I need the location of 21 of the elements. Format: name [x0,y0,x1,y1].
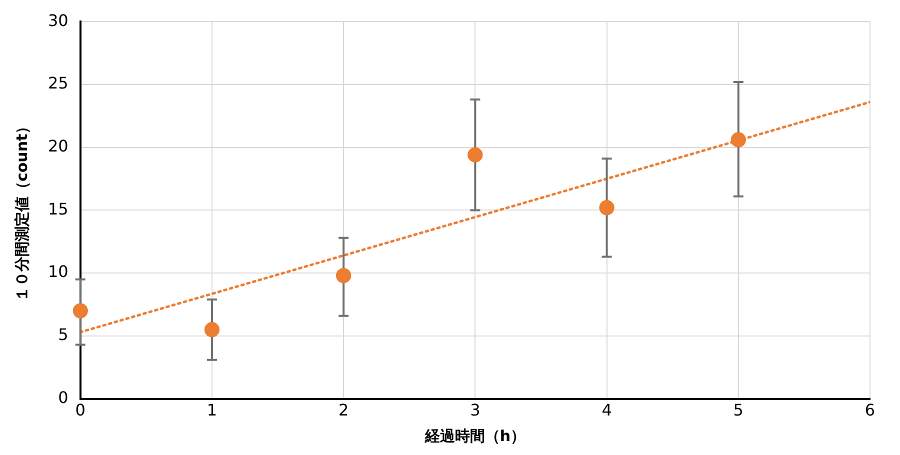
y-tick-label: 25 [48,74,68,93]
point [599,200,614,216]
x-tick-label: 1 [206,400,218,420]
y-tick-label: 20 [48,136,68,156]
y-tick-label: 10 [48,262,68,282]
point [468,147,483,162]
point [204,322,220,338]
point [336,268,352,284]
y-axis-title: １０分間測定値（count） [12,118,31,302]
x-tick-label: 0 [75,400,86,420]
point [730,132,746,148]
x-tick-label: 5 [733,400,744,420]
x-tick-label: 6 [864,400,876,420]
x-tick-label: 2 [338,400,349,420]
x-tick-label: 4 [602,400,612,420]
x-axis-title: 経過時間（h） [424,426,526,445]
y-tick-label: 15 [48,199,68,218]
x-tick-label: 3 [470,400,480,420]
y-tick-label: 30 [48,10,68,30]
y-tick-label: 5 [58,325,68,344]
y-tick-label: 0 [58,388,68,407]
